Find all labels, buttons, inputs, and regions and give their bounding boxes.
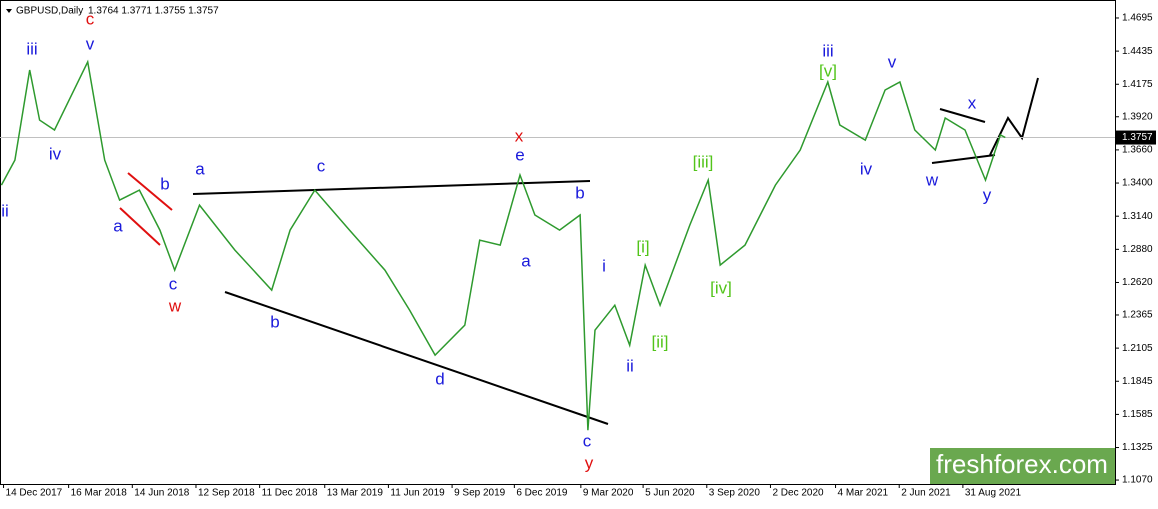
y-tick-label: 1.4435 [1122,46,1153,57]
x-tick-label: 9 Sep 2019 [454,488,506,499]
plot-frame [0,0,1116,485]
y-tick-label: 1.4695 [1122,13,1153,24]
y-tick-label: 1.3920 [1122,111,1153,122]
wave-label: y [983,185,992,204]
last-price-label: 1.3757 [1122,132,1153,143]
y-tick-label: 1.2105 [1122,343,1153,354]
x-tick-label: 14 Dec 2017 [6,488,63,499]
y-tick-label: 1.3660 [1122,145,1153,156]
wave-label: a [521,251,531,270]
wave-label: i [602,256,606,275]
y-tick-label: 1.3140 [1122,211,1153,222]
wave-label: d [435,369,444,388]
x-tick-label: 12 Sep 2018 [198,488,255,499]
wave-label: y [585,453,594,472]
trendline [224,291,609,425]
wave-label: [ii] [652,332,669,351]
wave-label: b [270,312,279,331]
menu-arrow[interactable] [6,9,12,13]
wave-label: a [195,159,205,178]
x-tick-label: 5 Jun 2020 [645,488,695,499]
x-tick-label: 2 Dec 2020 [772,488,824,499]
y-tick-label: 1.2620 [1122,277,1153,288]
watermark-box [930,448,1115,484]
x-tick-label: 6 Dec 2019 [516,488,568,499]
last-price-box [1116,130,1156,145]
wave-label: ii [626,356,634,375]
wave-label: v [888,52,897,71]
wave-label: x [515,126,524,145]
trendline [127,172,173,211]
wave-label: iii [26,39,37,58]
wave-label: v [86,34,95,53]
x-tick-label: 14 Jun 2018 [134,488,189,499]
wave-label: w [168,296,182,315]
wave-label: e [515,145,524,164]
x-tick-label: 16 Mar 2018 [71,488,128,499]
chart-subtitle: 1.3764 1.3771 1.3755 1.3757 [88,6,219,17]
x-tick-label: 2 Jun 2021 [901,488,951,499]
wave-label: w [925,170,939,189]
wave-label: iii [822,41,833,60]
y-tick-label: 1.1585 [1122,409,1153,420]
projection [989,77,1039,156]
y-tick-label: 1.4175 [1122,79,1153,90]
x-tick-label: 9 Mar 2020 [583,488,634,499]
wave-label: b [160,174,169,193]
x-tick-label: 11 Jun 2019 [390,488,445,499]
wave-label: c [169,274,178,293]
wave-label: b [575,183,584,202]
wave-label: x [968,93,977,112]
wave-label: [i] [636,237,649,256]
trendline [119,207,161,246]
chart-title: GBPUSD,Daily [16,6,83,17]
wave-label: a [113,216,123,235]
trendline [939,108,986,123]
wave-label: iv [860,159,873,178]
y-tick-label: 1.2365 [1122,310,1153,321]
wave-label: [iv] [710,278,732,297]
wave-label: c [583,431,592,450]
wave-label: c [86,9,95,28]
wave-label: ii [1,201,9,220]
x-tick-label: 13 Mar 2019 [327,488,384,499]
x-tick-label: 31 Aug 2021 [965,488,1022,499]
y-tick-label: 1.3400 [1122,178,1153,189]
wave-label: iv [49,144,62,163]
wave-label: [v] [819,61,837,80]
y-tick-label: 1.2880 [1122,244,1153,255]
y-tick-label: 1.1845 [1122,376,1153,387]
x-tick-label: 11 Dec 2018 [262,488,318,499]
wave-label: [iii] [693,152,714,171]
watermark: freshforex.com [936,449,1108,479]
x-tick-label: 3 Sep 2020 [709,488,761,499]
y-tick-label: 1.1070 [1122,475,1153,486]
wave-label: c [317,156,326,175]
x-tick-label: 4 Mar 2021 [838,488,889,499]
trendline [931,154,996,164]
y-tick-label: 1.1325 [1122,442,1153,453]
price-line [0,59,1006,431]
